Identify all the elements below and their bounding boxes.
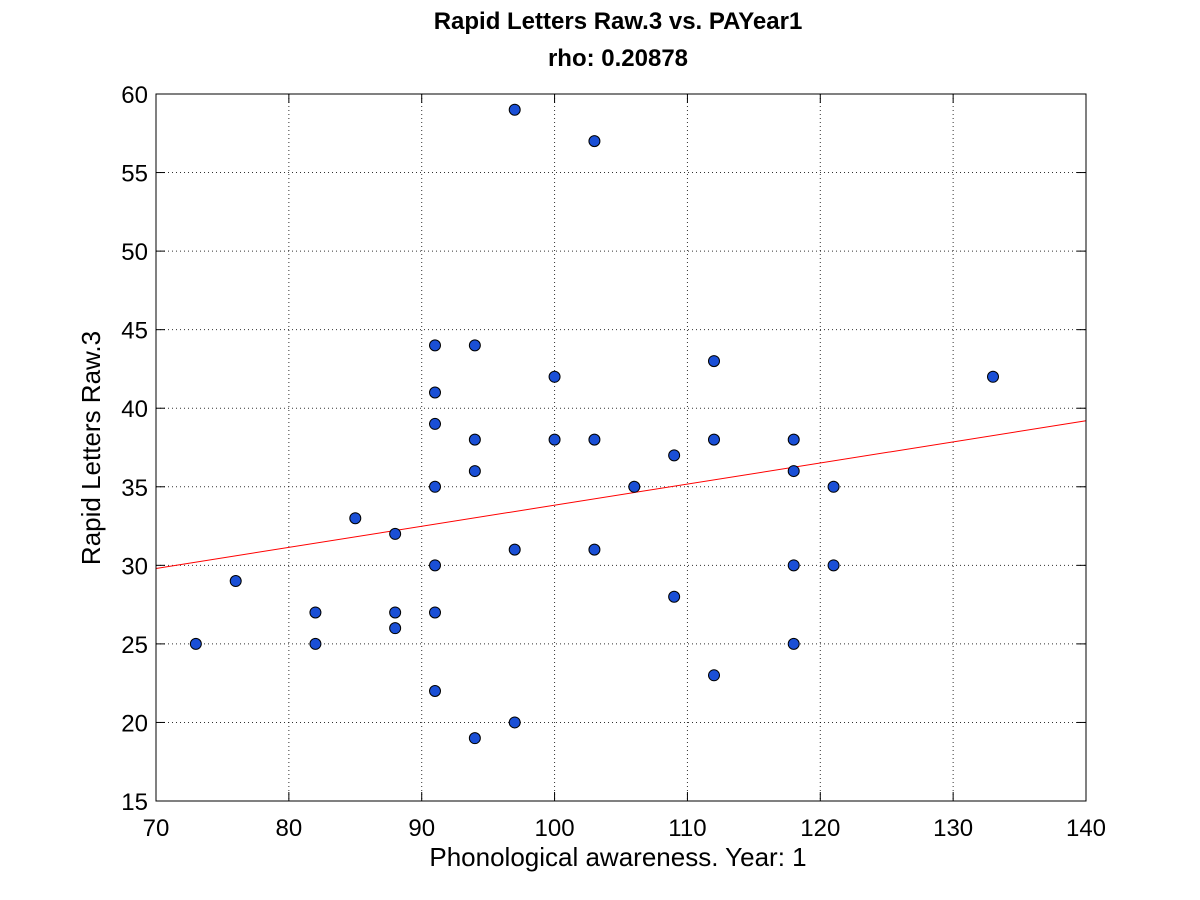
data-point: [508, 716, 521, 729]
data-point: [588, 543, 601, 556]
data-point: [668, 449, 681, 462]
x-tick-label: 70: [143, 815, 170, 842]
fit-line-group: [155, 420, 1087, 569]
data-point: [827, 559, 840, 572]
data-points: [189, 103, 999, 745]
grid-lines: [156, 94, 1086, 801]
y-tick-label: 55: [121, 161, 148, 188]
data-point: [468, 732, 481, 745]
data-point: [787, 559, 800, 572]
regression-line: [155, 420, 1087, 569]
x-tick-label: 100: [535, 815, 575, 842]
x-tick-label: 110: [668, 815, 706, 842]
data-point: [588, 433, 601, 446]
x-tick-label: 130: [933, 815, 973, 842]
data-point: [229, 575, 242, 588]
data-point: [987, 370, 999, 383]
x-axis-label: Phonological awareness. Year: 1: [429, 842, 806, 872]
y-tick-label: 15: [121, 789, 148, 816]
y-tick-label: 25: [121, 632, 148, 659]
data-point: [787, 637, 800, 650]
data-point: [787, 465, 800, 478]
data-point: [468, 433, 481, 446]
plot-frame: [155, 93, 1087, 802]
data-point: [389, 606, 402, 619]
data-point: [508, 103, 521, 116]
data-point: [429, 480, 441, 493]
x-tick-label: 90: [408, 815, 435, 842]
data-point: [309, 637, 322, 650]
x-tick-labels: 70 80 90 100 110 120 130 140: [143, 815, 1106, 842]
data-point: [708, 669, 720, 682]
y-tick-label: 45: [121, 318, 148, 345]
data-point: [389, 622, 402, 635]
data-point: [429, 685, 441, 698]
y-tick-label: 60: [121, 82, 148, 109]
data-point: [468, 465, 481, 478]
x-tick-label: 140: [1066, 815, 1106, 842]
y-tick-label: 50: [121, 239, 148, 266]
data-point: [548, 370, 561, 383]
data-point: [668, 590, 681, 603]
y-tick-label: 30: [121, 553, 148, 580]
data-point: [827, 480, 840, 493]
data-point: [548, 433, 561, 446]
data-point: [429, 386, 441, 399]
data-point: [708, 355, 720, 368]
y-axis-label: Rapid Letters Raw.3: [76, 331, 106, 565]
data-point: [189, 637, 202, 650]
data-point: [309, 606, 322, 619]
data-point: [708, 433, 720, 446]
data-point: [588, 135, 601, 148]
y-tick-label: 40: [121, 396, 148, 423]
data-point: [429, 559, 441, 572]
y-tick-label: 35: [121, 475, 148, 502]
data-point: [389, 527, 402, 540]
data-point: [468, 339, 481, 352]
y-tick-label: 20: [121, 710, 148, 737]
y-tick-labels: 15 20 25 30 35 40 45 50 55 60: [121, 82, 148, 816]
chart-subtitle: rho: 0.20878: [548, 45, 688, 72]
data-point: [628, 480, 641, 493]
data-point: [349, 512, 362, 525]
data-point: [508, 543, 521, 556]
data-point: [429, 417, 441, 430]
data-point: [429, 606, 441, 619]
chart-title: Rapid Letters Raw.3 vs. PAYear1: [434, 8, 803, 35]
x-tick-label: 80: [276, 815, 303, 842]
tick-marks: [155, 93, 1087, 802]
data-point: [429, 339, 441, 352]
x-tick-label: 120: [800, 815, 840, 842]
data-point: [787, 433, 800, 446]
